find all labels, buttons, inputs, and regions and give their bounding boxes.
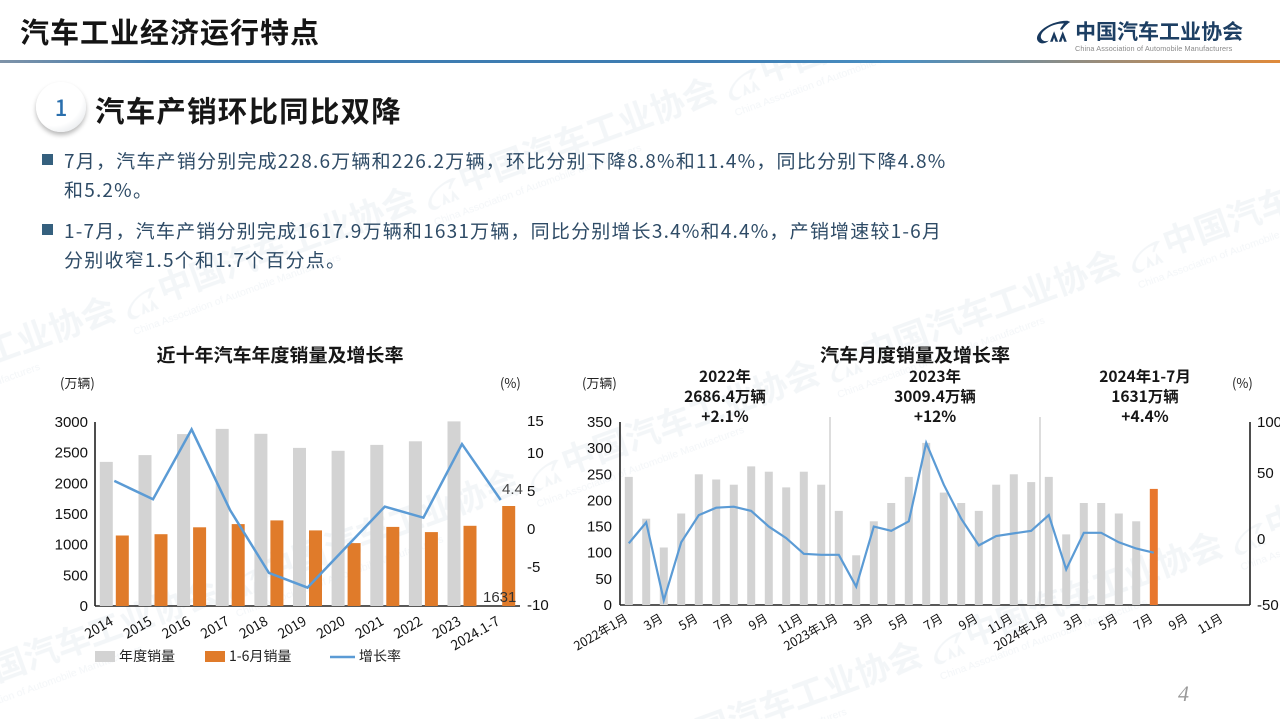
svg-text:150: 150 (587, 519, 612, 536)
svg-text:1631: 1631 (483, 589, 516, 606)
svg-text:5: 5 (527, 483, 535, 500)
svg-text:2023年: 2023年 (909, 365, 962, 387)
svg-text:15: 15 (527, 413, 544, 430)
svg-text:China Association of Automobil: China Association of Automobile Manufact… (1075, 44, 1233, 53)
svg-text:2022年1月: 2022年1月 (570, 608, 631, 654)
svg-text:50: 50 (595, 571, 612, 588)
svg-text:0: 0 (1257, 531, 1265, 548)
svg-text:年度销量: 年度销量 (119, 646, 175, 666)
svg-text:2015: 2015 (119, 610, 155, 642)
svg-text:300: 300 (587, 440, 612, 457)
svg-text:10: 10 (527, 445, 544, 462)
svg-text:7月: 7月 (709, 608, 735, 634)
svg-text:0: 0 (527, 521, 535, 538)
svg-text:0: 0 (80, 598, 88, 615)
svg-text:0: 0 (604, 597, 612, 614)
svg-text:1631万辆: 1631万辆 (1111, 385, 1179, 407)
svg-text:-50: -50 (1257, 597, 1279, 614)
svg-text:100: 100 (1257, 414, 1280, 431)
svg-text:增长率: 增长率 (359, 646, 401, 666)
svg-text:1500: 1500 (55, 506, 88, 523)
svg-text:汽车月度销量及增长率: 汽车月度销量及增长率 (820, 341, 1010, 368)
svg-text:250: 250 (587, 466, 612, 483)
svg-text:+4.4%: +4.4% (1121, 405, 1168, 427)
svg-text:3000: 3000 (55, 414, 88, 431)
svg-text:2017: 2017 (196, 610, 232, 642)
svg-text:2016: 2016 (158, 610, 194, 642)
svg-text:+12%: +12% (914, 405, 956, 427)
svg-text:-10: -10 (527, 597, 549, 614)
svg-text:2018: 2018 (235, 610, 271, 642)
svg-text:5月: 5月 (1094, 608, 1120, 634)
svg-text:3月: 3月 (639, 608, 665, 634)
svg-text:9月: 9月 (954, 608, 980, 634)
svg-text:2686.4万辆: 2686.4万辆 (684, 385, 766, 407)
svg-text:9月: 9月 (1164, 608, 1190, 634)
svg-text:2500: 2500 (55, 445, 88, 462)
svg-text:50: 50 (1257, 465, 1274, 482)
svg-text:2021: 2021 (351, 610, 387, 642)
svg-text:5月: 5月 (884, 608, 910, 634)
svg-text:2000: 2000 (55, 475, 88, 492)
svg-text:3009.4万辆: 3009.4万辆 (894, 385, 976, 407)
svg-text:2024年1-7月: 2024年1-7月 (1099, 365, 1191, 387)
svg-text:2020: 2020 (312, 610, 348, 642)
svg-text:7月: 7月 (1129, 608, 1155, 634)
svg-text:5月: 5月 (674, 608, 700, 634)
svg-text:(万辆): (万辆) (60, 373, 95, 392)
svg-text:9月: 9月 (744, 608, 770, 634)
svg-text:中国汽车工业协会: 中国汽车工业协会 (1075, 16, 1243, 46)
svg-text:2022年: 2022年 (699, 365, 752, 387)
svg-text:2022: 2022 (389, 610, 425, 642)
svg-text:-5: -5 (527, 559, 540, 576)
svg-text:(%): (%) (500, 373, 521, 392)
svg-text:1-6月销量: 1-6月销量 (229, 646, 291, 666)
svg-text:+2.1%: +2.1% (701, 405, 748, 427)
svg-text:1000: 1000 (55, 537, 88, 554)
svg-text:3月: 3月 (849, 608, 875, 634)
svg-text:7月: 7月 (919, 608, 945, 634)
svg-text:11月: 11月 (1193, 608, 1225, 638)
svg-text:(万辆): (万辆) (582, 373, 617, 392)
svg-text:350: 350 (587, 414, 612, 431)
svg-text:2019: 2019 (274, 610, 310, 642)
svg-text:200: 200 (587, 492, 612, 509)
svg-text:4.4: 4.4 (502, 481, 523, 498)
svg-text:近十年汽车年度销量及增长率: 近十年汽车年度销量及增长率 (156, 341, 403, 368)
svg-text:(%): (%) (1232, 373, 1253, 392)
svg-text:100: 100 (587, 545, 612, 562)
svg-text:3月: 3月 (1059, 608, 1085, 634)
svg-text:500: 500 (63, 567, 88, 584)
